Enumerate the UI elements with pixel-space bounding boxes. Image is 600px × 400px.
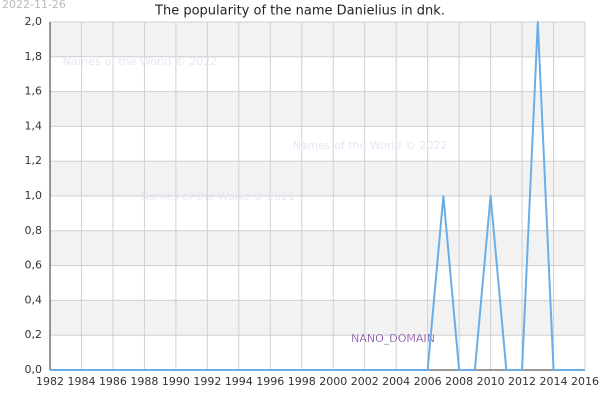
x-tick-label: 2002 [351, 375, 379, 388]
y-tick-label: 0,2 [25, 328, 43, 341]
y-tick-label: 2,0 [25, 15, 43, 28]
grid-band [50, 300, 585, 336]
x-tick-label: 2006 [414, 375, 442, 388]
x-tick-label: 1984 [67, 375, 95, 388]
y-tick-label: 0,6 [25, 259, 43, 272]
grid-band [50, 161, 585, 196]
watermark: Names of the World © 2022 [63, 55, 218, 68]
y-tick-label: 1,4 [25, 119, 43, 132]
chart-title: The popularity of the name Danielius in … [154, 4, 445, 19]
y-tick-label: 1,8 [25, 50, 43, 63]
x-tick-label: 2010 [477, 375, 505, 388]
x-tick-label: 2004 [382, 375, 410, 388]
grid-band [50, 22, 585, 57]
y-tick-label: 1,0 [25, 189, 43, 202]
x-tick-label: 1994 [225, 375, 253, 388]
x-tick-label: 2000 [319, 375, 347, 388]
x-tick-label: 1998 [288, 375, 316, 388]
y-tick-label: 0,0 [25, 363, 43, 376]
x-tick-label: 2014 [540, 375, 568, 388]
grid-band [50, 230, 585, 266]
watermark: Names of the World © 2022 [141, 190, 296, 203]
y-tick-label: 0,8 [25, 224, 43, 237]
watermark: Names of the World © 2022 [293, 139, 448, 152]
y-tick-label: 0,4 [25, 293, 43, 306]
x-tick-label: 1986 [99, 375, 127, 388]
x-tick-label: 1992 [193, 375, 221, 388]
domain-label: NANO_DOMAIN [351, 332, 435, 345]
x-tick-label: 1996 [256, 375, 284, 388]
x-tick-label: 1982 [36, 375, 64, 388]
x-tick-label: 1988 [130, 375, 158, 388]
date-stamp: 2022-11-26 [2, 0, 66, 11]
y-tick-label: 1,6 [25, 85, 43, 98]
x-tick-label: 1990 [162, 375, 190, 388]
data-line [50, 21, 585, 371]
x-tick-label: 2008 [445, 375, 473, 388]
x-tick-label: 2016 [571, 375, 599, 388]
grid-band [50, 91, 585, 127]
y-tick-label: 1,2 [25, 154, 43, 167]
x-tick-label: 2012 [508, 375, 536, 388]
